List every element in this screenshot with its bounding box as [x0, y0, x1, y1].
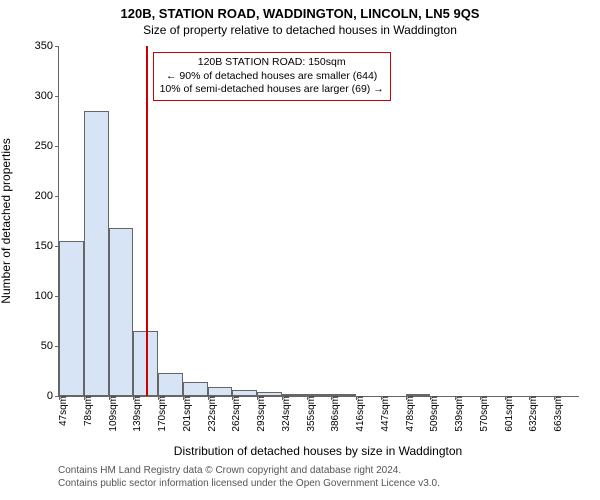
histogram-bar: [257, 392, 282, 396]
y-tick-label: 0: [23, 390, 59, 402]
histogram-bar: [158, 373, 183, 396]
histogram-bar: [307, 394, 332, 396]
x-tick-label: 447sqm: [380, 396, 391, 432]
plot-area: 05010015020025030035047sqm78sqm109sqm139…: [58, 46, 579, 397]
x-tick-label: 355sqm: [306, 396, 317, 432]
x-tick-label: 232sqm: [207, 396, 218, 432]
x-tick-label: 632sqm: [528, 396, 539, 432]
x-tick-label: 293sqm: [256, 396, 267, 432]
y-tick-mark: [55, 46, 59, 47]
histogram-bar: [331, 394, 356, 396]
y-tick-label: 50: [23, 340, 59, 352]
histogram-bar: [183, 382, 208, 396]
x-tick-label: 47sqm: [58, 396, 69, 426]
y-tick-label: 150: [23, 240, 59, 252]
y-tick-label: 200: [23, 190, 59, 202]
x-tick-label: 416sqm: [355, 396, 366, 432]
x-tick-label: 386sqm: [330, 396, 341, 432]
x-tick-label: 170sqm: [157, 396, 168, 432]
x-tick-label: 601sqm: [504, 396, 515, 432]
y-tick-label: 350: [23, 40, 59, 52]
histogram-bar: [59, 241, 84, 396]
annotation-line: ← 90% of detached houses are smaller (64…: [160, 70, 384, 84]
y-tick-label: 300: [23, 90, 59, 102]
histogram-bar: [282, 394, 307, 396]
reference-line: [146, 46, 148, 396]
x-axis-label: Distribution of detached houses by size …: [58, 444, 578, 458]
y-tick-mark: [55, 146, 59, 147]
histogram-bar: [109, 228, 134, 396]
x-tick-label: 262sqm: [231, 396, 242, 432]
chart-container: 120B, STATION ROAD, WADDINGTON, LINCOLN,…: [0, 0, 600, 500]
histogram-bar: [232, 390, 257, 396]
histogram-bar: [406, 394, 431, 396]
chart-subtitle: Size of property relative to detached ho…: [0, 21, 600, 41]
x-tick-label: 663sqm: [553, 396, 564, 432]
x-tick-label: 570sqm: [479, 396, 490, 432]
footer-attribution: Contains HM Land Registry data © Crown c…: [58, 464, 440, 490]
x-tick-label: 201sqm: [182, 396, 193, 432]
x-tick-label: 78sqm: [83, 396, 94, 426]
footer-line-1: Contains HM Land Registry data © Crown c…: [58, 464, 440, 477]
x-tick-label: 539sqm: [454, 396, 465, 432]
x-tick-label: 478sqm: [405, 396, 416, 432]
y-tick-label: 250: [23, 140, 59, 152]
chart-title: 120B, STATION ROAD, WADDINGTON, LINCOLN,…: [0, 0, 600, 21]
y-tick-mark: [55, 196, 59, 197]
y-axis-label: Number of detached properties: [0, 138, 13, 303]
y-tick-label: 100: [23, 290, 59, 302]
y-tick-mark: [55, 96, 59, 97]
annotation-line: 10% of semi-detached houses are larger (…: [160, 83, 384, 97]
footer-line-2: Contains public sector information licen…: [58, 477, 440, 490]
x-tick-label: 139sqm: [132, 396, 143, 432]
histogram-bar: [84, 111, 109, 396]
x-tick-label: 509sqm: [429, 396, 440, 432]
annotation-line: 120B STATION ROAD: 150sqm: [160, 56, 384, 70]
annotation-box: 120B STATION ROAD: 150sqm← 90% of detach…: [153, 52, 391, 101]
x-tick-label: 109sqm: [108, 396, 119, 432]
histogram-bar: [208, 387, 233, 396]
x-tick-label: 324sqm: [281, 396, 292, 432]
